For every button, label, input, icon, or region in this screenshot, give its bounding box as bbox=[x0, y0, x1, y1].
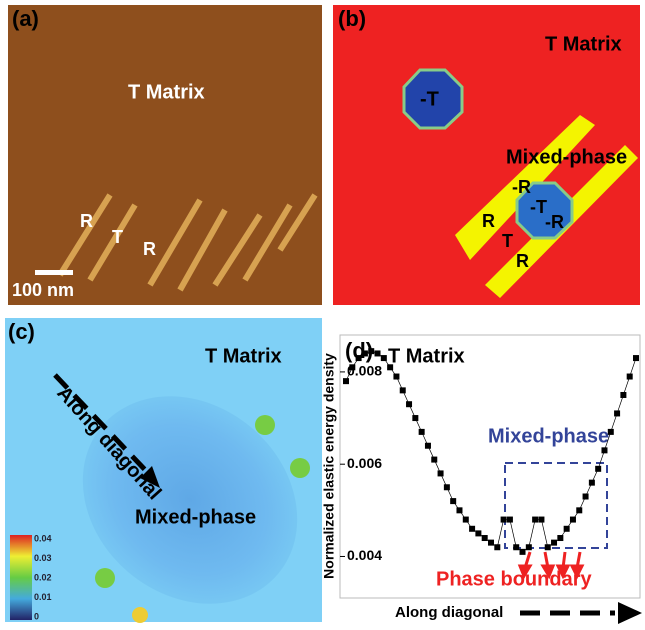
marker bbox=[507, 517, 513, 523]
marker bbox=[400, 387, 406, 393]
colorbar-tick-label: 0.04 bbox=[34, 533, 52, 543]
marker bbox=[450, 498, 456, 504]
marker bbox=[475, 530, 481, 536]
marker bbox=[583, 493, 589, 499]
marker bbox=[356, 355, 362, 361]
annotation: R bbox=[482, 211, 495, 231]
marker bbox=[501, 517, 507, 523]
marker bbox=[387, 364, 393, 370]
marker bbox=[551, 540, 557, 546]
marker bbox=[463, 517, 469, 523]
annotation: -R bbox=[545, 212, 564, 232]
marker bbox=[589, 480, 595, 486]
panel-b: (b) T Matrix -T Mixed-phase -R -T -R R T… bbox=[333, 5, 640, 305]
marker bbox=[438, 470, 444, 476]
panel-label: (b) bbox=[338, 6, 366, 31]
annotation: T bbox=[502, 231, 513, 251]
panel-label: (c) bbox=[8, 319, 35, 344]
annotation: -R bbox=[512, 177, 531, 197]
panel-d: (d) T Matrix Mixed-phase Phase boundary … bbox=[321, 335, 642, 624]
hotspot bbox=[255, 415, 275, 435]
annotation: R bbox=[516, 251, 529, 271]
annotation: R bbox=[80, 211, 93, 231]
marker bbox=[349, 364, 355, 370]
marker bbox=[557, 535, 563, 541]
hotspot bbox=[290, 458, 310, 478]
scale-bar bbox=[35, 270, 73, 275]
marker bbox=[627, 374, 633, 380]
marker bbox=[564, 526, 570, 532]
y-tick-label: 0.006 bbox=[347, 455, 382, 471]
marker bbox=[608, 429, 614, 435]
annotation: -T bbox=[420, 88, 439, 110]
marker bbox=[614, 410, 620, 416]
marker bbox=[456, 507, 462, 513]
x-axis-label: Along diagonal bbox=[395, 604, 503, 621]
colorbar-tick-label: 0.03 bbox=[34, 553, 52, 563]
marker bbox=[601, 447, 607, 453]
marker bbox=[419, 429, 425, 435]
marker bbox=[431, 457, 437, 463]
marker bbox=[570, 517, 576, 523]
colorbar-tick-label: 0.01 bbox=[34, 592, 52, 602]
marker bbox=[482, 535, 488, 541]
marker bbox=[538, 517, 544, 523]
marker bbox=[532, 517, 538, 523]
annotation: T Matrix bbox=[545, 33, 622, 55]
y-axis-label: Normalized elastic energy density bbox=[321, 353, 337, 579]
marker bbox=[393, 374, 399, 380]
colorbar-tick-label: 0 bbox=[34, 611, 39, 621]
y-tick-label: 0.004 bbox=[347, 547, 382, 563]
annotation: T Matrix bbox=[128, 81, 205, 103]
colorbar bbox=[10, 535, 32, 620]
annotation: R bbox=[143, 239, 156, 259]
hotspot bbox=[95, 568, 115, 588]
scale-label: 100 nm bbox=[12, 280, 74, 300]
marker bbox=[520, 549, 526, 555]
colorbar-tick-label: 0.02 bbox=[34, 572, 52, 582]
marker bbox=[526, 544, 532, 550]
marker bbox=[406, 401, 412, 407]
marker bbox=[494, 544, 500, 550]
annotation: T Matrix bbox=[388, 345, 465, 367]
hotspot bbox=[132, 607, 148, 623]
marker bbox=[444, 484, 450, 490]
marker bbox=[343, 378, 349, 384]
annotation: T bbox=[112, 227, 123, 247]
marker bbox=[381, 355, 387, 361]
marker bbox=[620, 392, 626, 398]
marker bbox=[488, 540, 494, 546]
marker bbox=[513, 544, 519, 550]
marker bbox=[368, 348, 374, 354]
marker bbox=[375, 350, 381, 356]
annotation: T Matrix bbox=[205, 345, 282, 367]
annotation: Phase boundary bbox=[436, 568, 592, 590]
marker bbox=[469, 526, 475, 532]
annotation: Mixed-phase bbox=[135, 506, 256, 528]
panel-c: (c) T Matrix Along diagonal Mixed-phase … bbox=[5, 318, 339, 625]
marker bbox=[425, 443, 431, 449]
marker bbox=[595, 466, 601, 472]
marker bbox=[545, 544, 551, 550]
marker bbox=[576, 507, 582, 513]
marker bbox=[633, 355, 639, 361]
marker bbox=[412, 415, 418, 421]
marker bbox=[362, 350, 368, 356]
plot-area bbox=[340, 335, 640, 598]
figure: (a) T Matrix R T R 100 nm (b) T Matrix -… bbox=[0, 0, 645, 625]
panel-a: (a) T Matrix R T R 100 nm bbox=[8, 5, 322, 305]
annotation: Mixed-phase bbox=[506, 146, 627, 168]
annotation: Mixed-phase bbox=[488, 425, 609, 447]
arrowhead bbox=[618, 602, 642, 624]
panel-label: (a) bbox=[12, 6, 39, 31]
